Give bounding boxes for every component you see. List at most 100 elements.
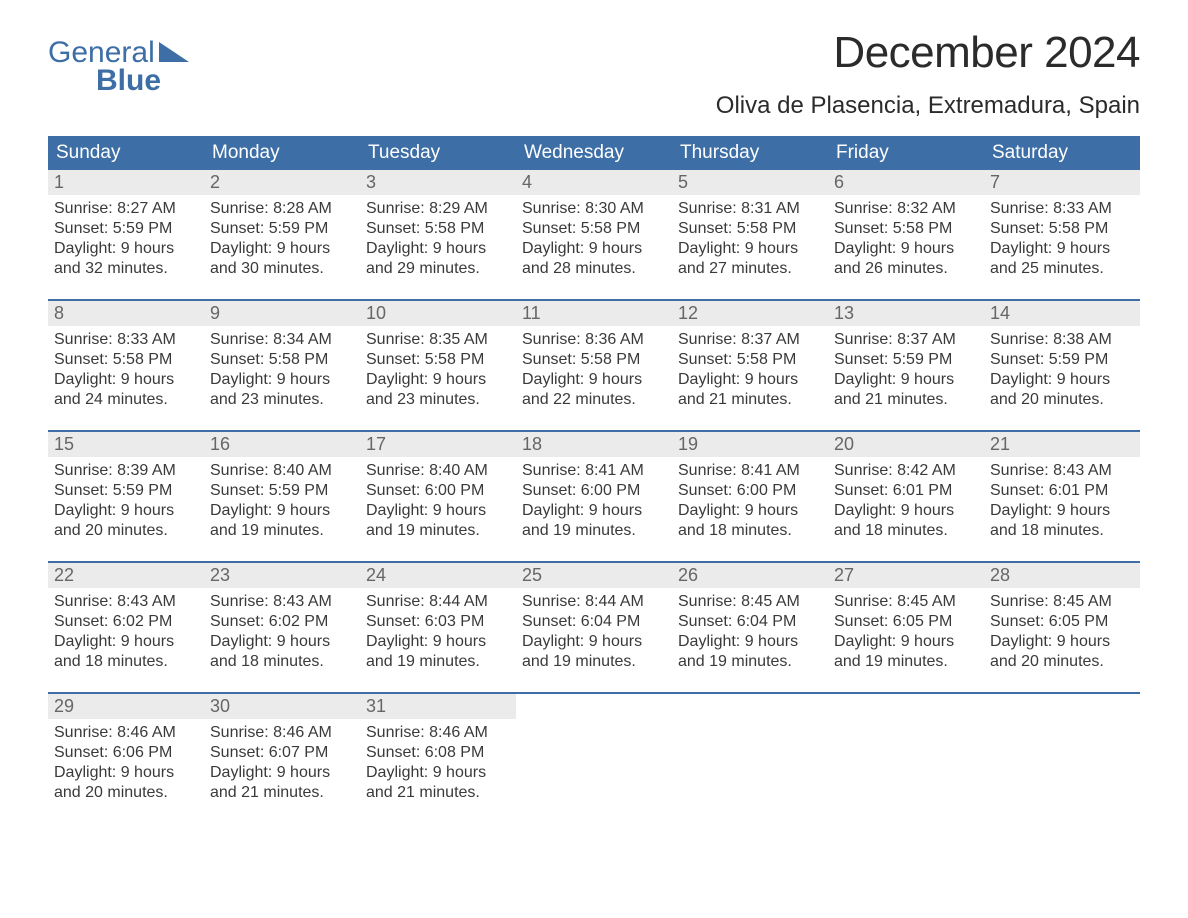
daylight-line2: and 18 minutes.	[210, 652, 354, 672]
sunset-text: Sunset: 6:03 PM	[366, 612, 510, 632]
calendar-day: 23Sunrise: 8:43 AMSunset: 6:02 PMDayligh…	[204, 563, 360, 678]
day-number: 26	[672, 563, 828, 588]
calendar-day: 10Sunrise: 8:35 AMSunset: 5:58 PMDayligh…	[360, 301, 516, 416]
daylight-line1: Daylight: 9 hours	[54, 632, 198, 652]
sunset-text: Sunset: 5:59 PM	[834, 350, 978, 370]
day-details: Sunrise: 8:45 AMSunset: 6:05 PMDaylight:…	[828, 588, 984, 678]
daylight-line2: and 20 minutes.	[990, 652, 1134, 672]
daylight-line2: and 21 minutes.	[834, 390, 978, 410]
daylight-line2: and 21 minutes.	[678, 390, 822, 410]
sunrise-text: Sunrise: 8:39 AM	[54, 461, 198, 481]
sunset-text: Sunset: 6:02 PM	[210, 612, 354, 632]
daylight-line2: and 19 minutes.	[366, 521, 510, 541]
daylight-line2: and 18 minutes.	[990, 521, 1134, 541]
day-number: 28	[984, 563, 1140, 588]
sunrise-text: Sunrise: 8:46 AM	[366, 723, 510, 743]
sunset-text: Sunset: 6:02 PM	[54, 612, 198, 632]
daylight-line1: Daylight: 9 hours	[834, 239, 978, 259]
daylight-line2: and 20 minutes.	[54, 521, 198, 541]
daylight-line1: Daylight: 9 hours	[210, 763, 354, 783]
daylight-line1: Daylight: 9 hours	[990, 632, 1134, 652]
day-details: Sunrise: 8:34 AMSunset: 5:58 PMDaylight:…	[204, 326, 360, 416]
calendar-day: 31Sunrise: 8:46 AMSunset: 6:08 PMDayligh…	[360, 694, 516, 809]
daylight-line2: and 29 minutes.	[366, 259, 510, 279]
calendar-day: 25Sunrise: 8:44 AMSunset: 6:04 PMDayligh…	[516, 563, 672, 678]
sunset-text: Sunset: 5:58 PM	[366, 350, 510, 370]
day-details: Sunrise: 8:43 AMSunset: 6:01 PMDaylight:…	[984, 457, 1140, 547]
calendar: Sunday Monday Tuesday Wednesday Thursday…	[48, 136, 1140, 809]
calendar-day: 7Sunrise: 8:33 AMSunset: 5:58 PMDaylight…	[984, 170, 1140, 285]
sunrise-text: Sunrise: 8:46 AM	[54, 723, 198, 743]
day-details: Sunrise: 8:30 AMSunset: 5:58 PMDaylight:…	[516, 195, 672, 285]
calendar-week: 8Sunrise: 8:33 AMSunset: 5:58 PMDaylight…	[48, 299, 1140, 416]
day-number: 27	[828, 563, 984, 588]
sunrise-text: Sunrise: 8:38 AM	[990, 330, 1134, 350]
daylight-line2: and 24 minutes.	[54, 390, 198, 410]
sunset-text: Sunset: 6:00 PM	[522, 481, 666, 501]
daylight-line1: Daylight: 9 hours	[366, 370, 510, 390]
calendar-day: 16Sunrise: 8:40 AMSunset: 5:59 PMDayligh…	[204, 432, 360, 547]
sunrise-text: Sunrise: 8:37 AM	[834, 330, 978, 350]
day-number: 16	[204, 432, 360, 457]
daylight-line1: Daylight: 9 hours	[990, 370, 1134, 390]
sunset-text: Sunset: 5:58 PM	[522, 219, 666, 239]
weekday-header: Tuesday	[360, 136, 516, 170]
sunset-text: Sunset: 5:59 PM	[54, 481, 198, 501]
daylight-line2: and 32 minutes.	[54, 259, 198, 279]
calendar-day: 22Sunrise: 8:43 AMSunset: 6:02 PMDayligh…	[48, 563, 204, 678]
sunrise-text: Sunrise: 8:33 AM	[990, 199, 1134, 219]
day-number: 23	[204, 563, 360, 588]
sunset-text: Sunset: 6:04 PM	[678, 612, 822, 632]
day-details: Sunrise: 8:40 AMSunset: 5:59 PMDaylight:…	[204, 457, 360, 547]
sunrise-text: Sunrise: 8:45 AM	[678, 592, 822, 612]
sunrise-text: Sunrise: 8:36 AM	[522, 330, 666, 350]
sunset-text: Sunset: 6:05 PM	[834, 612, 978, 632]
day-number: 7	[984, 170, 1140, 195]
calendar-day: 11Sunrise: 8:36 AMSunset: 5:58 PMDayligh…	[516, 301, 672, 416]
daylight-line2: and 23 minutes.	[366, 390, 510, 410]
calendar-day: 17Sunrise: 8:40 AMSunset: 6:00 PMDayligh…	[360, 432, 516, 547]
day-number: 24	[360, 563, 516, 588]
sunrise-text: Sunrise: 8:46 AM	[210, 723, 354, 743]
day-details: Sunrise: 8:37 AMSunset: 5:58 PMDaylight:…	[672, 326, 828, 416]
daylight-line1: Daylight: 9 hours	[834, 370, 978, 390]
daylight-line1: Daylight: 9 hours	[678, 239, 822, 259]
day-details: Sunrise: 8:45 AMSunset: 6:05 PMDaylight:…	[984, 588, 1140, 678]
daylight-line2: and 21 minutes.	[366, 783, 510, 803]
day-number: 17	[360, 432, 516, 457]
daylight-line1: Daylight: 9 hours	[54, 370, 198, 390]
daylight-line2: and 28 minutes.	[522, 259, 666, 279]
calendar-day: 30Sunrise: 8:46 AMSunset: 6:07 PMDayligh…	[204, 694, 360, 809]
day-number: 2	[204, 170, 360, 195]
day-number: 4	[516, 170, 672, 195]
daylight-line2: and 18 minutes.	[678, 521, 822, 541]
sunrise-text: Sunrise: 8:43 AM	[54, 592, 198, 612]
daylight-line2: and 21 minutes.	[210, 783, 354, 803]
sunset-text: Sunset: 6:06 PM	[54, 743, 198, 763]
calendar-day: 19Sunrise: 8:41 AMSunset: 6:00 PMDayligh…	[672, 432, 828, 547]
sunset-text: Sunset: 5:58 PM	[366, 219, 510, 239]
day-details: Sunrise: 8:45 AMSunset: 6:04 PMDaylight:…	[672, 588, 828, 678]
sunrise-text: Sunrise: 8:29 AM	[366, 199, 510, 219]
daylight-line1: Daylight: 9 hours	[834, 501, 978, 521]
sunset-text: Sunset: 5:58 PM	[678, 219, 822, 239]
daylight-line2: and 23 minutes.	[210, 390, 354, 410]
sunset-text: Sunset: 6:01 PM	[834, 481, 978, 501]
location-subtitle: Oliva de Plasencia, Extremadura, Spain	[716, 92, 1140, 120]
day-details: Sunrise: 8:35 AMSunset: 5:58 PMDaylight:…	[360, 326, 516, 416]
sunrise-text: Sunrise: 8:45 AM	[834, 592, 978, 612]
day-number: 31	[360, 694, 516, 719]
calendar-day: 2Sunrise: 8:28 AMSunset: 5:59 PMDaylight…	[204, 170, 360, 285]
weekday-header: Monday	[204, 136, 360, 170]
daylight-line2: and 30 minutes.	[210, 259, 354, 279]
sunset-text: Sunset: 5:59 PM	[54, 219, 198, 239]
daylight-line1: Daylight: 9 hours	[522, 501, 666, 521]
calendar-day: 13Sunrise: 8:37 AMSunset: 5:59 PMDayligh…	[828, 301, 984, 416]
sunrise-text: Sunrise: 8:43 AM	[210, 592, 354, 612]
daylight-line2: and 19 minutes.	[834, 652, 978, 672]
sunrise-text: Sunrise: 8:33 AM	[54, 330, 198, 350]
sunrise-text: Sunrise: 8:27 AM	[54, 199, 198, 219]
sunrise-text: Sunrise: 8:31 AM	[678, 199, 822, 219]
sunset-text: Sunset: 6:00 PM	[366, 481, 510, 501]
daylight-line1: Daylight: 9 hours	[366, 763, 510, 783]
